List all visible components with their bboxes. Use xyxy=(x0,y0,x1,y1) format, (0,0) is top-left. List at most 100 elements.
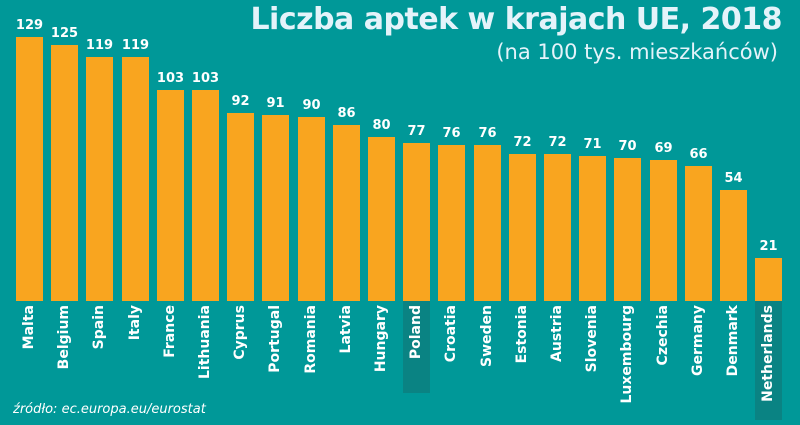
category-label-text: Belgium xyxy=(56,305,72,370)
bar-column: 119 Spain xyxy=(86,0,113,425)
category-label: Czechia xyxy=(650,305,677,425)
category-label-text: Romania xyxy=(303,305,319,374)
category-label-text: Lithuania xyxy=(197,305,213,380)
category-label-text: Austria xyxy=(549,305,565,362)
bar xyxy=(122,57,149,301)
bar-column: 103 Lithuania xyxy=(192,0,219,425)
bar-value-label: 76 xyxy=(478,126,497,141)
bar-column: 66 Germany xyxy=(685,0,712,425)
category-label: Austria xyxy=(544,305,571,425)
category-label: Portugal xyxy=(262,305,289,425)
bar-column: 70 Luxembourg xyxy=(614,0,641,425)
bar-value-label: 72 xyxy=(548,135,567,150)
bar-column: 125 Belgium xyxy=(51,0,78,425)
bar-column: 77 Poland xyxy=(403,0,430,425)
bar-value-label: 66 xyxy=(689,147,708,162)
bar xyxy=(544,154,571,301)
category-label-text: Germany xyxy=(690,305,706,377)
bar-value-label: 129 xyxy=(15,18,44,33)
bar-column: 54 Denmark xyxy=(720,0,747,425)
category-label: Netherlands xyxy=(755,305,782,425)
bar xyxy=(51,45,78,301)
bar-value-label: 21 xyxy=(759,239,778,254)
bar-column: 92 Cyprus xyxy=(227,0,254,425)
category-label-text: Cyprus xyxy=(232,305,248,360)
bar-column: 72 Austria xyxy=(544,0,571,425)
bar-column: 129 Malta xyxy=(16,0,43,425)
category-label: Sweden xyxy=(474,305,501,425)
category-label: Poland xyxy=(403,305,430,425)
bar xyxy=(157,90,184,301)
category-label-text: Latvia xyxy=(338,305,354,354)
bar-column: 76 Croatia xyxy=(438,0,465,425)
category-label: Luxembourg xyxy=(614,305,641,425)
bar xyxy=(192,90,219,301)
bar xyxy=(614,158,641,301)
category-label-text: Denmark xyxy=(725,305,741,377)
bar-value-label: 125 xyxy=(50,26,79,41)
category-label-text: Hungary xyxy=(373,305,389,373)
category-label: Denmark xyxy=(720,305,747,425)
bar xyxy=(755,258,782,301)
bar xyxy=(262,115,289,301)
bar-value-label: 119 xyxy=(85,38,114,53)
category-label: Cyprus xyxy=(227,305,254,425)
category-label-text: Estonia xyxy=(514,305,530,364)
source-note: źródło: ec.europa.eu/eurostat xyxy=(13,402,206,417)
category-label: Latvia xyxy=(333,305,360,425)
bar-value-label: 103 xyxy=(191,71,220,86)
bar xyxy=(298,117,325,301)
category-label-text: France xyxy=(162,305,178,358)
bar-value-label: 103 xyxy=(156,71,185,86)
bar-column: 90 Romania xyxy=(298,0,325,425)
bar-column: 76 Sweden xyxy=(474,0,501,425)
bar-value-label: 80 xyxy=(372,118,391,133)
bar-column: 86 Latvia xyxy=(333,0,360,425)
bar-value-label: 90 xyxy=(302,98,321,113)
bar xyxy=(474,145,501,301)
category-label-text: Spain xyxy=(91,305,107,350)
bar-value-label: 119 xyxy=(121,38,150,53)
bar-column: 103 France xyxy=(157,0,184,425)
bar xyxy=(333,125,360,301)
bar-value-label: 76 xyxy=(442,126,461,141)
bar-column: 21 Netherlands xyxy=(755,0,782,425)
category-label: Estonia xyxy=(509,305,536,425)
highlight-label-box xyxy=(755,301,782,420)
category-label-text: Portugal xyxy=(267,305,283,373)
bar xyxy=(650,160,677,301)
category-label: Hungary xyxy=(368,305,395,425)
chart-title: Liczba aptek w krajach UE, 2018 xyxy=(250,2,782,37)
bar-column: 71 Slovenia xyxy=(579,0,606,425)
bar-value-label: 86 xyxy=(337,106,356,121)
bar xyxy=(368,137,395,301)
bar xyxy=(16,37,43,301)
bar-value-label: 70 xyxy=(618,139,637,154)
category-label: Croatia xyxy=(438,305,465,425)
bar xyxy=(227,113,254,301)
bar-value-label: 77 xyxy=(407,124,426,139)
bar-column: 69 Czechia xyxy=(650,0,677,425)
category-label-text: Sweden xyxy=(479,305,495,367)
bar-column: 119 Italy xyxy=(122,0,149,425)
highlight-label-box xyxy=(403,301,430,393)
bar-value-label: 72 xyxy=(513,135,532,150)
bar-column: 80 Hungary xyxy=(368,0,395,425)
chart-subtitle: (na 100 tys. mieszkańców) xyxy=(496,40,778,64)
category-label-text: Croatia xyxy=(443,305,459,363)
bar xyxy=(720,190,747,301)
category-label-text: Slovenia xyxy=(584,305,600,373)
category-label: Germany xyxy=(685,305,712,425)
bar xyxy=(403,143,430,301)
bar-column: 91 Portugal xyxy=(262,0,289,425)
bar-value-label: 91 xyxy=(266,96,285,111)
category-label-text: Netherlands xyxy=(760,305,776,402)
bar-column: 72 Estonia xyxy=(509,0,536,425)
bar-value-label: 92 xyxy=(231,94,250,109)
bar-value-label: 54 xyxy=(724,171,743,186)
category-label-text: Luxembourg xyxy=(619,305,635,404)
bar xyxy=(438,145,465,301)
bar xyxy=(685,166,712,301)
category-label-text: Malta xyxy=(21,305,37,350)
